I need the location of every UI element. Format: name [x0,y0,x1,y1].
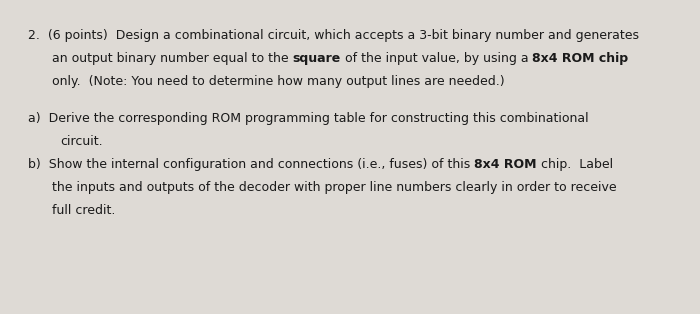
Text: chip.  Label: chip. Label [537,158,613,171]
Text: 2.  (6 points)  Design a combinational circuit, which accepts a 3-bit binary num: 2. (6 points) Design a combinational cir… [28,29,639,42]
Text: b)  Show the internal configuration and connections (i.e., fuses) of this: b) Show the internal configuration and c… [28,158,475,171]
Text: 8x4 ROM chip: 8x4 ROM chip [533,52,629,65]
Text: an output binary number equal to the: an output binary number equal to the [52,52,293,65]
Text: 8x4 ROM: 8x4 ROM [475,158,537,171]
Text: only.  (Note: You need to determine how many output lines are needed.): only. (Note: You need to determine how m… [52,75,505,88]
Text: square: square [293,52,341,65]
Text: circuit.: circuit. [60,135,103,148]
Text: a)  Derive the corresponding ROM programming table for constructing this combina: a) Derive the corresponding ROM programm… [28,112,589,125]
Text: full credit.: full credit. [52,204,116,217]
Text: of the input value, by using a: of the input value, by using a [341,52,533,65]
Text: the inputs and outputs of the decoder with proper line numbers clearly in order : the inputs and outputs of the decoder wi… [52,181,617,194]
